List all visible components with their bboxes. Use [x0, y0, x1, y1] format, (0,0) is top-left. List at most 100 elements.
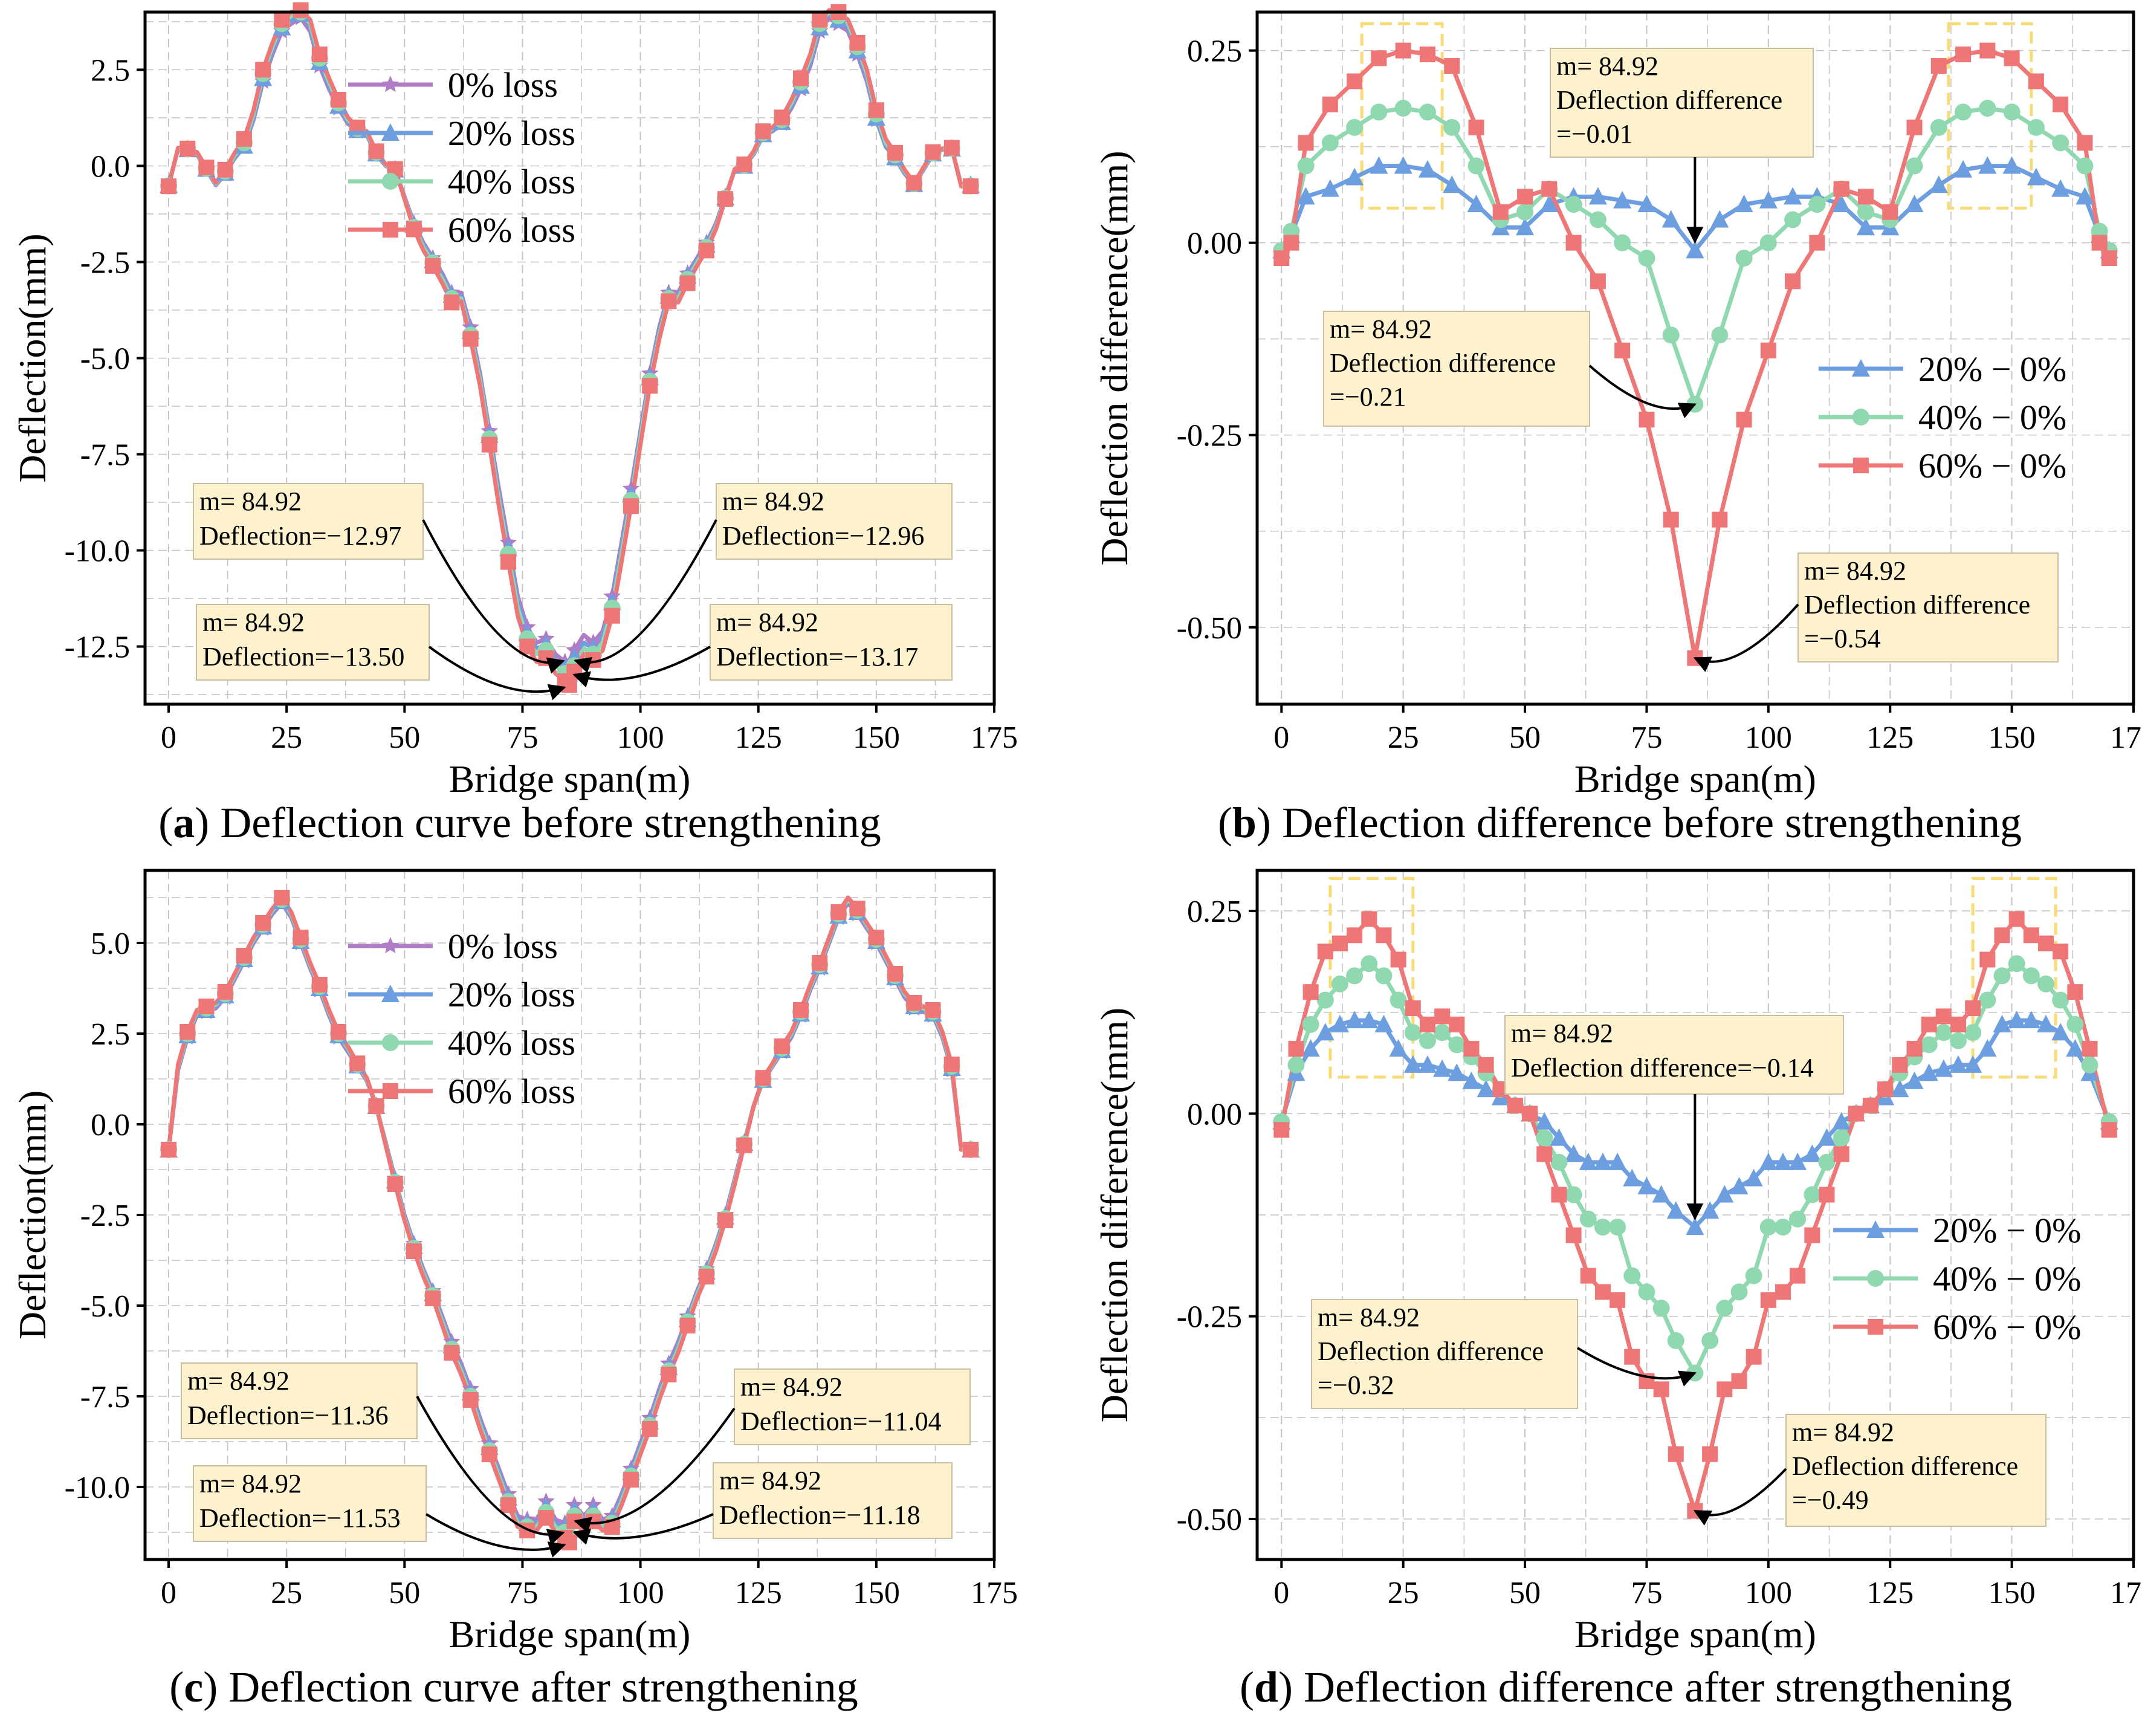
- data-point: [1979, 100, 1996, 117]
- data-point: [1833, 1146, 1849, 1162]
- legend-item: 40% loss: [348, 1023, 575, 1063]
- data-point: [236, 948, 252, 964]
- data-point: [349, 1055, 366, 1072]
- x-tick-label: 25: [271, 721, 302, 755]
- data-point: [2051, 1023, 2070, 1041]
- data-point: [1949, 1055, 1967, 1073]
- data-point: [180, 140, 196, 157]
- data-point: [1848, 1106, 1864, 1122]
- callout-text: Deflection=−11.04: [740, 1407, 942, 1436]
- legend: 0% loss 20% loss 40% loss 60% loss: [348, 927, 575, 1111]
- data-point: [1803, 1144, 1822, 1162]
- data-point: [1935, 1008, 1952, 1025]
- series-line: [166, 8, 971, 687]
- data-point: [1298, 135, 1314, 151]
- data-point: [1832, 1112, 1851, 1130]
- data-point: [2037, 1014, 2055, 1032]
- data-point: [1930, 58, 1947, 74]
- data-point: [1906, 157, 1923, 175]
- data-point: [1302, 984, 1319, 1000]
- data-point: [1857, 189, 1874, 205]
- data-point: [1550, 1153, 1568, 1171]
- callout-arrow: [422, 519, 565, 674]
- y-tick-label: 0.0: [91, 149, 130, 184]
- data-point: [679, 1318, 696, 1333]
- data-point: [1666, 1201, 1685, 1219]
- callout-arrow: [574, 1407, 736, 1534]
- callout-text: Deflection=−11.53: [199, 1503, 401, 1533]
- data-point: [1404, 1024, 1422, 1041]
- panel-caption: (d) Deflection difference after strength…: [1240, 1663, 2012, 1711]
- data-point: [1702, 1446, 1718, 1462]
- callout-text: =−0.21: [1330, 382, 1406, 412]
- data-point: [1594, 1284, 1611, 1300]
- callout-text: Deflection=−13.17: [716, 642, 918, 672]
- y-tick-label: -2.5: [80, 245, 130, 280]
- x-tick-label: 25: [1388, 1576, 1419, 1610]
- x-tick-label: 0: [161, 1576, 176, 1610]
- data-point: [1347, 927, 1363, 944]
- data-point: [1462, 1071, 1481, 1089]
- callout-text: m= 84.92: [1330, 314, 1432, 344]
- legend-label: 60% loss: [448, 210, 575, 250]
- data-point: [717, 1213, 734, 1228]
- data-point: [1448, 1036, 1466, 1054]
- x-tick-label: 50: [389, 721, 420, 755]
- series-markers-2: [160, 4, 979, 688]
- data-point: [2023, 927, 2039, 944]
- data-point: [1468, 119, 1484, 135]
- data-point: [1979, 42, 1996, 59]
- data-point: [1804, 1186, 1821, 1203]
- data-point: [1624, 1349, 1640, 1365]
- legend-label: 0% loss: [448, 927, 558, 966]
- callout-box: [181, 1362, 418, 1439]
- data-point: [1478, 1057, 1494, 1073]
- data-point: [1564, 1144, 1583, 1162]
- data-point: [1964, 1055, 1982, 1073]
- data-point: [462, 1392, 479, 1408]
- data-point: [1330, 1014, 1349, 1032]
- data-point: [1579, 1210, 1597, 1228]
- data-point: [1785, 273, 1801, 290]
- data-point: [1419, 1016, 1435, 1032]
- x-tick-label: 50: [1509, 721, 1541, 755]
- data-point: [1536, 1129, 1553, 1147]
- x-tick-label: 75: [1631, 721, 1662, 755]
- data-point: [1301, 1039, 1320, 1057]
- annotation-callout: m= 84.92 Deflection=−12.96: [574, 483, 953, 673]
- y-tick-label: 0.00: [1187, 227, 1242, 261]
- callout-text: Deflection=−11.36: [187, 1401, 389, 1430]
- callout-arrow: [1576, 1347, 1697, 1387]
- data-point: [1652, 1185, 1671, 1203]
- data-point: [1434, 1008, 1451, 1025]
- data-point: [1297, 157, 1315, 175]
- data-point: [1390, 951, 1406, 968]
- data-point: [906, 175, 922, 191]
- callout-text: Deflection=−12.97: [199, 521, 401, 551]
- data-point: [2037, 975, 2054, 993]
- data-point: [2002, 156, 2021, 174]
- data-point: [1540, 195, 1559, 213]
- data-point: [1710, 210, 1729, 228]
- data-point: [236, 131, 252, 147]
- callout-arrow: [1588, 364, 1697, 418]
- x-tick-label: 125: [1866, 1576, 1914, 1610]
- data-point: [1419, 46, 1435, 62]
- callout-text: m= 84.92: [199, 487, 302, 516]
- data-point: [1906, 119, 1923, 135]
- y-tick-label: -12.5: [65, 630, 130, 665]
- data-point: [1371, 50, 1387, 66]
- annotation-callout: m= 84.92 Deflection difference =−0.01: [1550, 48, 1814, 244]
- x-tick-label: 175: [2110, 721, 2142, 755]
- highlight-box: [1328, 876, 1415, 1079]
- data-point: [481, 1446, 497, 1462]
- data-point: [623, 498, 639, 514]
- data-point: [180, 1024, 196, 1040]
- series-markers-1: [160, 4, 980, 681]
- x-axis-title: Bridge span(m): [1574, 757, 1816, 800]
- series-2: [166, 10, 971, 682]
- data-point: [1784, 187, 1802, 205]
- data-point: [906, 995, 922, 1011]
- data-point: [1818, 1153, 1836, 1171]
- data-point: [1817, 1128, 1836, 1146]
